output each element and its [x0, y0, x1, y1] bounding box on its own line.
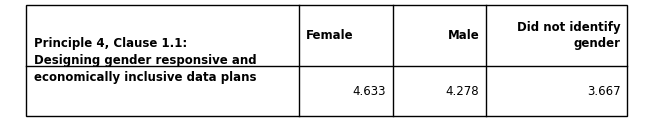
Text: Did not identify
gender: Did not identify gender — [517, 21, 620, 50]
Text: Female: Female — [306, 29, 354, 42]
Text: 4.278: 4.278 — [445, 85, 479, 98]
Text: Male: Male — [447, 29, 479, 42]
Text: 3.667: 3.667 — [587, 85, 620, 98]
Text: 4.633: 4.633 — [353, 85, 386, 98]
Text: Principle 4, Clause 1.1:
Designing gender responsive and
economically inclusive : Principle 4, Clause 1.1: Designing gende… — [34, 37, 257, 84]
